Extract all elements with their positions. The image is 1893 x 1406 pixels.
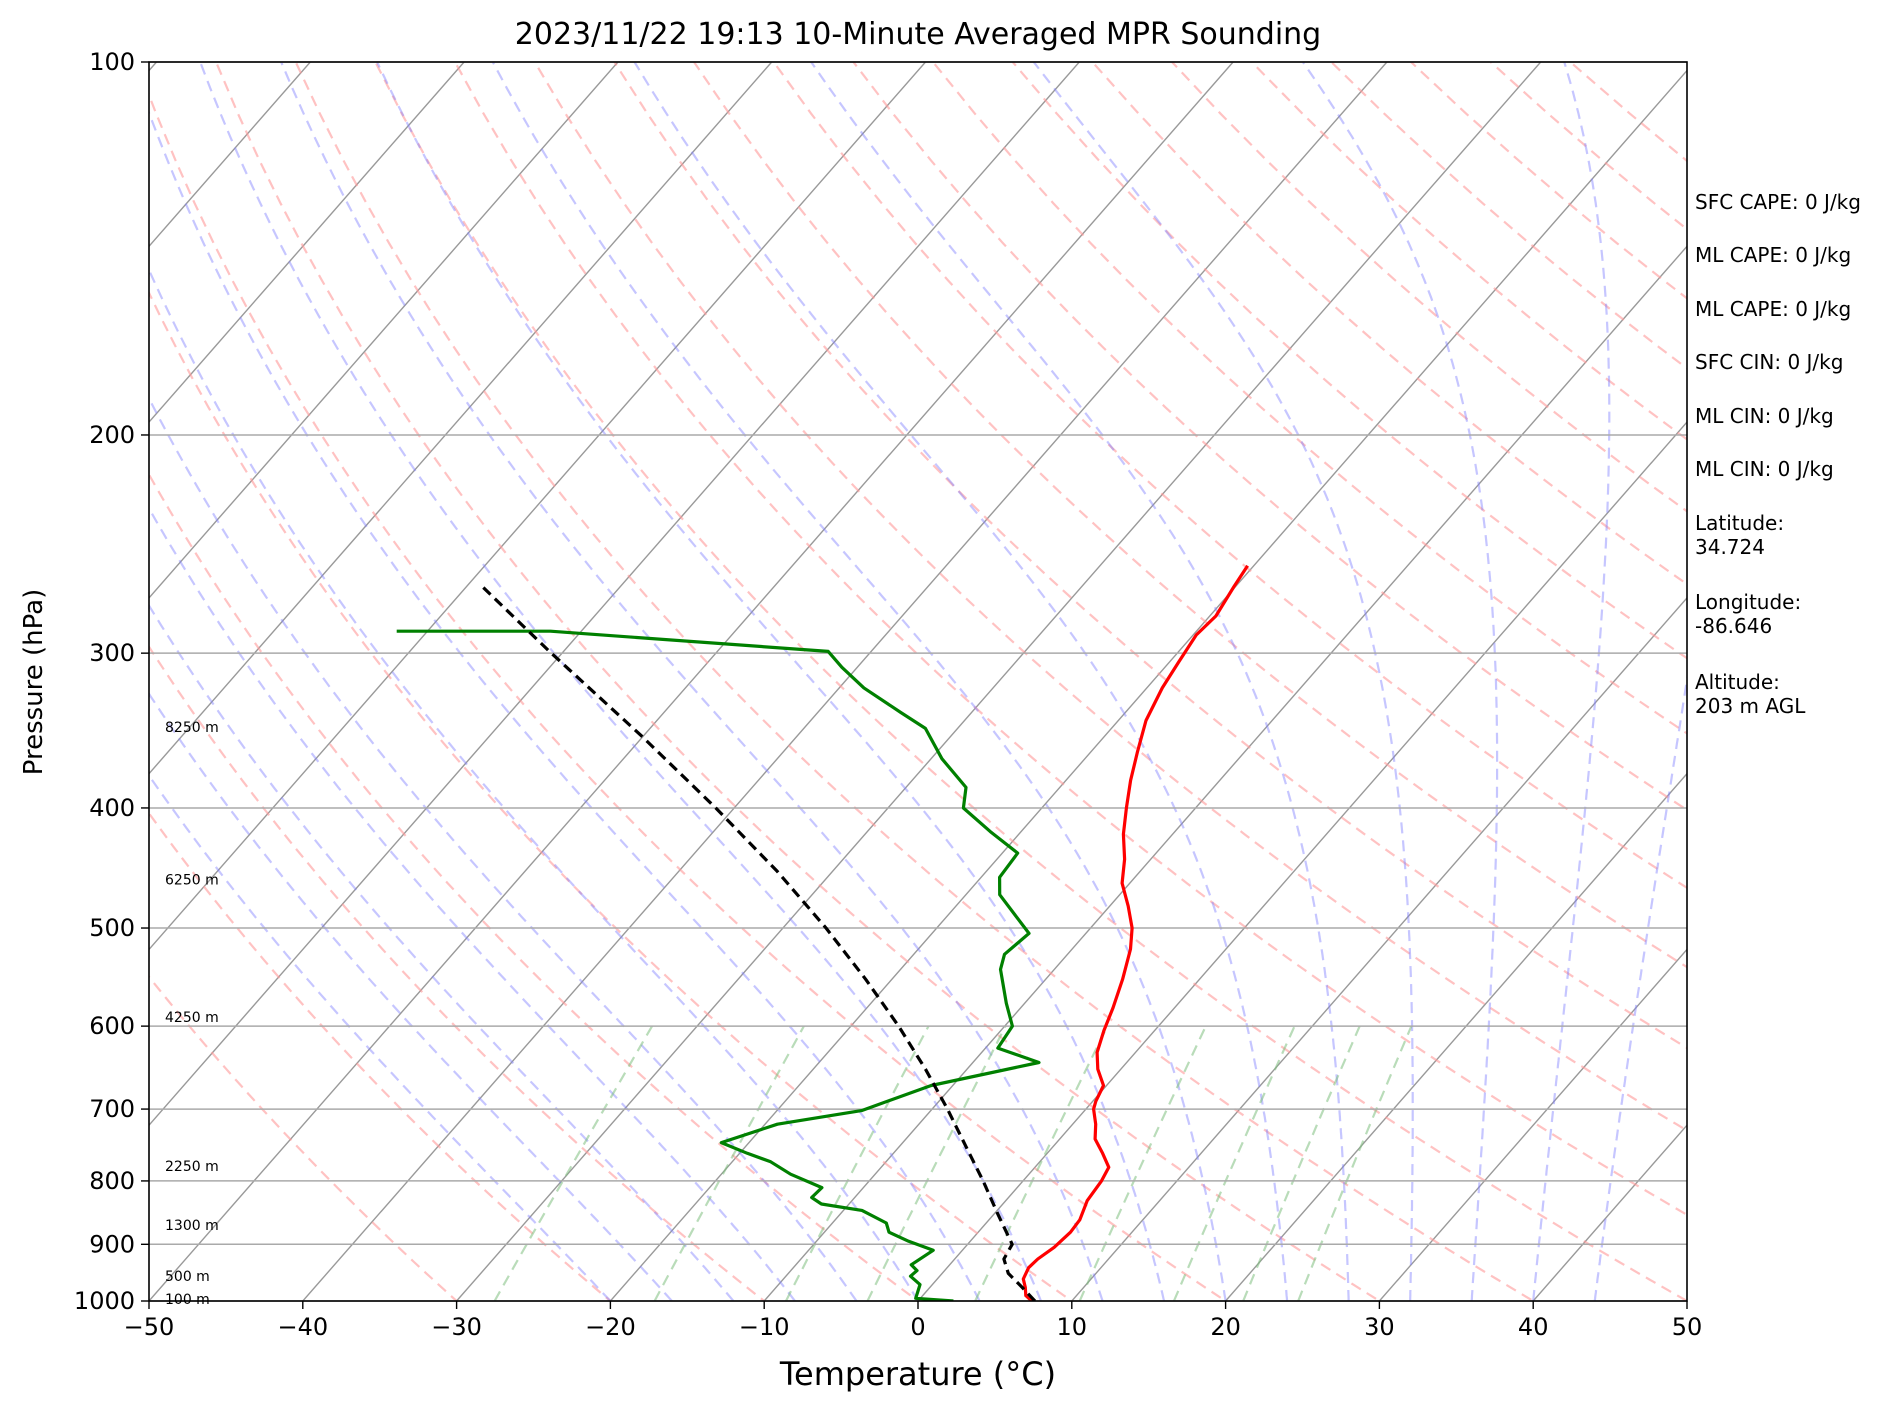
dry-adiabat-line [149,975,459,1301]
isotherm-line [763,245,1687,1301]
dry-adiabat-line [613,62,1687,1050]
sfc-cape-text: SFC CAPE: 0 J/kg [1695,190,1861,214]
height-label: 6250 m [165,873,219,889]
moist-adiabat-line [491,62,1227,1301]
height-label: 8250 m [165,720,219,736]
isotherm-line [1071,596,1687,1301]
x-axis-ticks: −50 −40 −30 −20 −10 0 10 20 30 40 50 [124,1301,1703,1341]
moist-adiabat-line [633,62,1289,1301]
y-tick-label: 500 [89,914,135,942]
height-labels: 100 m 500 m 1300 m 2250 m 4250 m 6250 m 8250 m [165,720,219,1308]
dry-adiabat-line [149,644,766,1301]
moist-adiabat-line [149,109,981,1301]
dry-adiabat-line [294,62,1536,1301]
isotherm-line [1225,772,1687,1301]
isotherm-line [149,62,1234,1301]
moist-adiabat-line [376,62,1166,1301]
dry-adiabat-line [852,62,1687,812]
isotherm-line [456,62,1542,1301]
dry-adiabat-line [215,62,1382,1301]
profile-series [396,564,1249,1301]
x-tick-label: −10 [739,1313,790,1341]
y-tick-label: 100 [89,48,135,76]
y-axis-label: Pressure (hPa) [19,589,49,776]
y-tick-label: 900 [89,1230,135,1258]
x-axis-label: Temperature (°C) [779,1355,1056,1393]
moist-adiabat-line [149,396,858,1301]
dry-adiabat-line [149,290,1074,1301]
x-tick-label: 50 [1672,1313,1703,1341]
moist-adiabat-line [149,603,735,1301]
dewpoint-line [396,629,1041,1301]
ml-cape-text-2: ML CAPE: 0 J/kg [1695,297,1852,321]
dry-adiabat-line [454,62,1687,1217]
x-tick-label: −20 [585,1313,636,1341]
height-label: 2250 m [165,1159,219,1175]
y-tick-label: 800 [89,1167,135,1195]
x-tick-label: 0 [910,1313,925,1341]
height-label: 1300 m [165,1218,219,1234]
dry-adiabat-line [1011,62,1687,660]
isotherm-line [149,62,465,424]
latitude-text: Latitude: 34.724 [1695,511,1785,559]
dry-adiabat-line [149,811,613,1301]
x-tick-label: −30 [431,1313,482,1341]
y-tick-label: 600 [89,1012,135,1040]
sfc-cin-text: SFC CIN: 0 J/kg [1695,350,1844,374]
isotherm-line [1378,948,1687,1301]
altitude-text: Altitude: 203 m AGL [1695,670,1806,718]
dry-adiabat-line [149,472,920,1301]
y-axis-ticks: 1000 900 800 700 600 500 400 300 200 100 [74,48,149,1315]
isotherm-line [302,62,1388,1301]
ml-cin-text-2: ML CIN: 0 J/kg [1695,457,1834,481]
x-tick-label: 30 [1364,1313,1395,1341]
dry-adiabat-line [374,62,1687,1301]
isotherm-line [609,69,1687,1301]
moist-adiabat-line [149,773,612,1301]
parcel-path-line [480,585,1037,1301]
y-tick-label: 700 [89,1095,135,1123]
height-label: 4250 m [165,1010,219,1026]
ml-cape-text: ML CAPE: 0 J/kg [1695,243,1852,267]
x-tick-label: 40 [1518,1313,1549,1341]
moist-adiabat-line [1301,62,1499,1301]
background-lines [149,62,1687,1301]
moist-adiabat-line [149,506,796,1301]
dry-adiabat-line [149,91,1228,1301]
x-tick-label: 10 [1057,1313,1088,1341]
isotherm-line [149,62,773,775]
x-tick-label: −50 [124,1313,175,1341]
isotherm-line [149,62,1080,1127]
x-tick-label: 20 [1210,1313,1241,1341]
temperature-line [1021,564,1249,1301]
isotherm-line [149,62,619,599]
chart-title: 2023/11/22 19:13 10-Minute Averaged MPR … [515,17,1321,52]
moist-adiabat-line [1593,672,1687,1301]
moist-adiabat-line [199,62,1043,1301]
dry-adiabat-line [533,62,1687,1132]
y-tick-label: 1000 [74,1287,135,1315]
longitude-text: Longitude: -86.646 [1695,590,1802,638]
height-label: 100 m [165,1292,210,1308]
mixing-ratio-line [493,1025,654,1301]
height-label: 500 m [165,1269,210,1285]
y-tick-label: 200 [89,421,135,449]
dry-adiabat-line [693,62,1687,969]
y-tick-label: 400 [89,794,135,822]
isotherm-line [149,62,927,951]
ml-cin-text: ML CIN: 0 J/kg [1695,404,1834,428]
moist-adiabat-line [280,62,1104,1301]
y-tick-label: 300 [89,639,135,667]
moist-adiabat-line [149,691,673,1301]
x-tick-label: −40 [277,1313,328,1341]
